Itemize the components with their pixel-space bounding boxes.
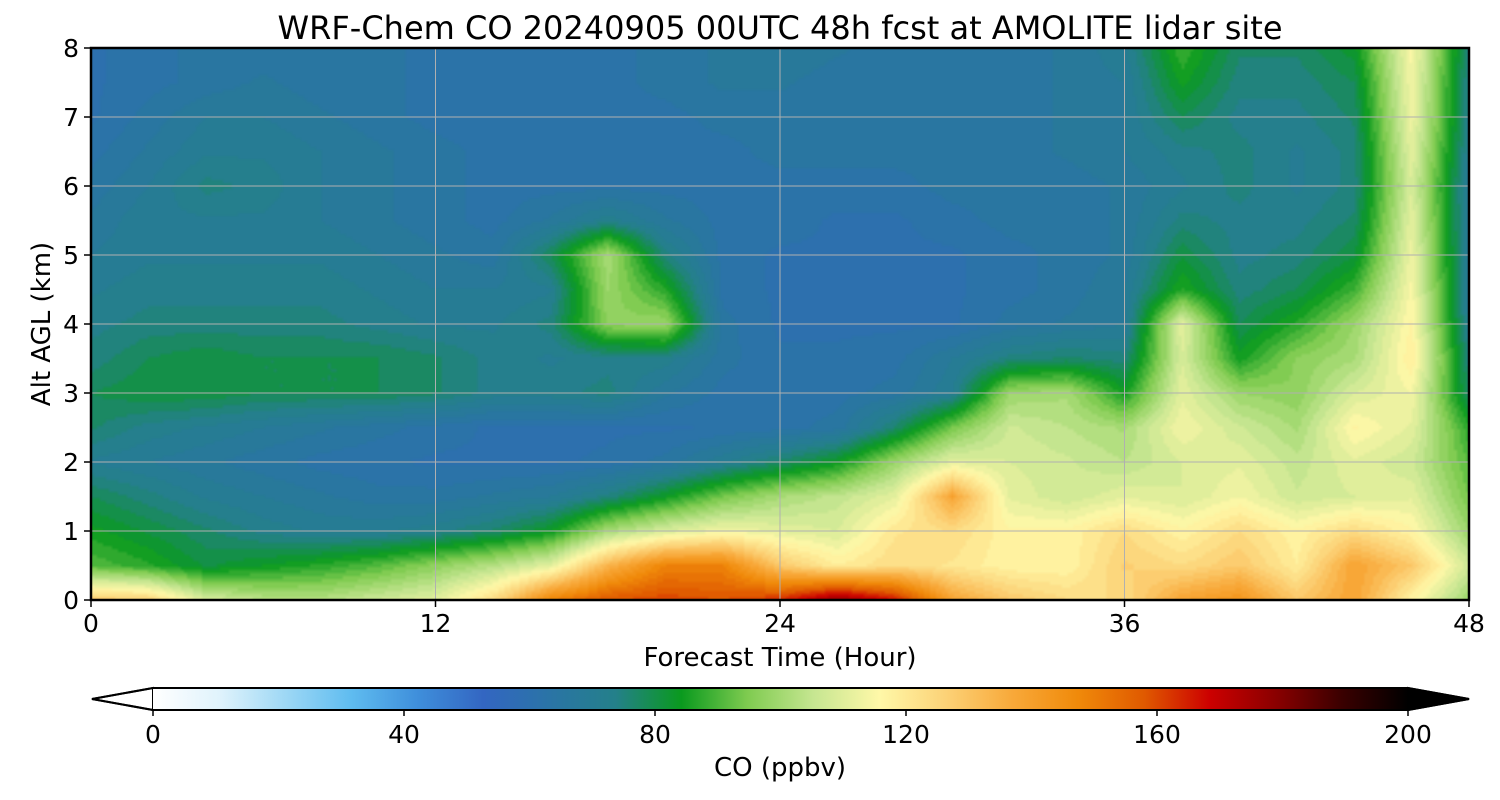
- y-tick-label: 2: [63, 448, 79, 477]
- colorbar-tick-label: 200: [1384, 720, 1432, 749]
- colorbar-tick-label: 40: [388, 720, 420, 749]
- colorbar-gradient: [153, 688, 1408, 710]
- x-axis-ticks: 0 12 24 36 48: [83, 600, 1485, 638]
- colorbar-tick-label: 160: [1133, 720, 1181, 749]
- colorbar-over-extension: [1407, 686, 1470, 712]
- colorbar-under-extension: [91, 686, 154, 712]
- colorbar-tick-label: 120: [882, 720, 930, 749]
- y-tick-label: 1: [63, 517, 79, 546]
- x-tick-label: 36: [1109, 609, 1141, 638]
- y-axis-ticks: 0 1 2 3 4 5 6 7 8: [63, 34, 91, 615]
- y-tick-label: 7: [63, 103, 79, 132]
- colorbar-tick-label: 0: [145, 720, 161, 749]
- chart-title: WRF-Chem CO 20240905 00UTC 48h fcst at A…: [277, 9, 1282, 47]
- y-tick-label: 5: [63, 241, 79, 270]
- y-tick-label: 8: [63, 34, 79, 63]
- y-tick-label: 0: [63, 586, 79, 615]
- x-tick-label: 12: [420, 609, 452, 638]
- x-axis-label: Forecast Time (Hour): [643, 643, 916, 673]
- colorbar: 0 40 80 120 160 200 CO (ppbv): [91, 686, 1470, 783]
- y-tick-label: 3: [63, 379, 79, 408]
- y-axis-label: Alt AGL (km): [27, 242, 57, 406]
- x-tick-label: 48: [1453, 609, 1485, 638]
- y-tick-label: 6: [63, 172, 79, 201]
- y-tick-label: 4: [63, 310, 79, 339]
- colorbar-ticks: 0 40 80 120 160 200: [145, 710, 1432, 749]
- colorbar-tick-label: 80: [639, 720, 671, 749]
- x-tick-label: 0: [83, 609, 99, 638]
- x-tick-label: 24: [764, 609, 796, 638]
- colorbar-label: CO (ppbv): [714, 753, 846, 783]
